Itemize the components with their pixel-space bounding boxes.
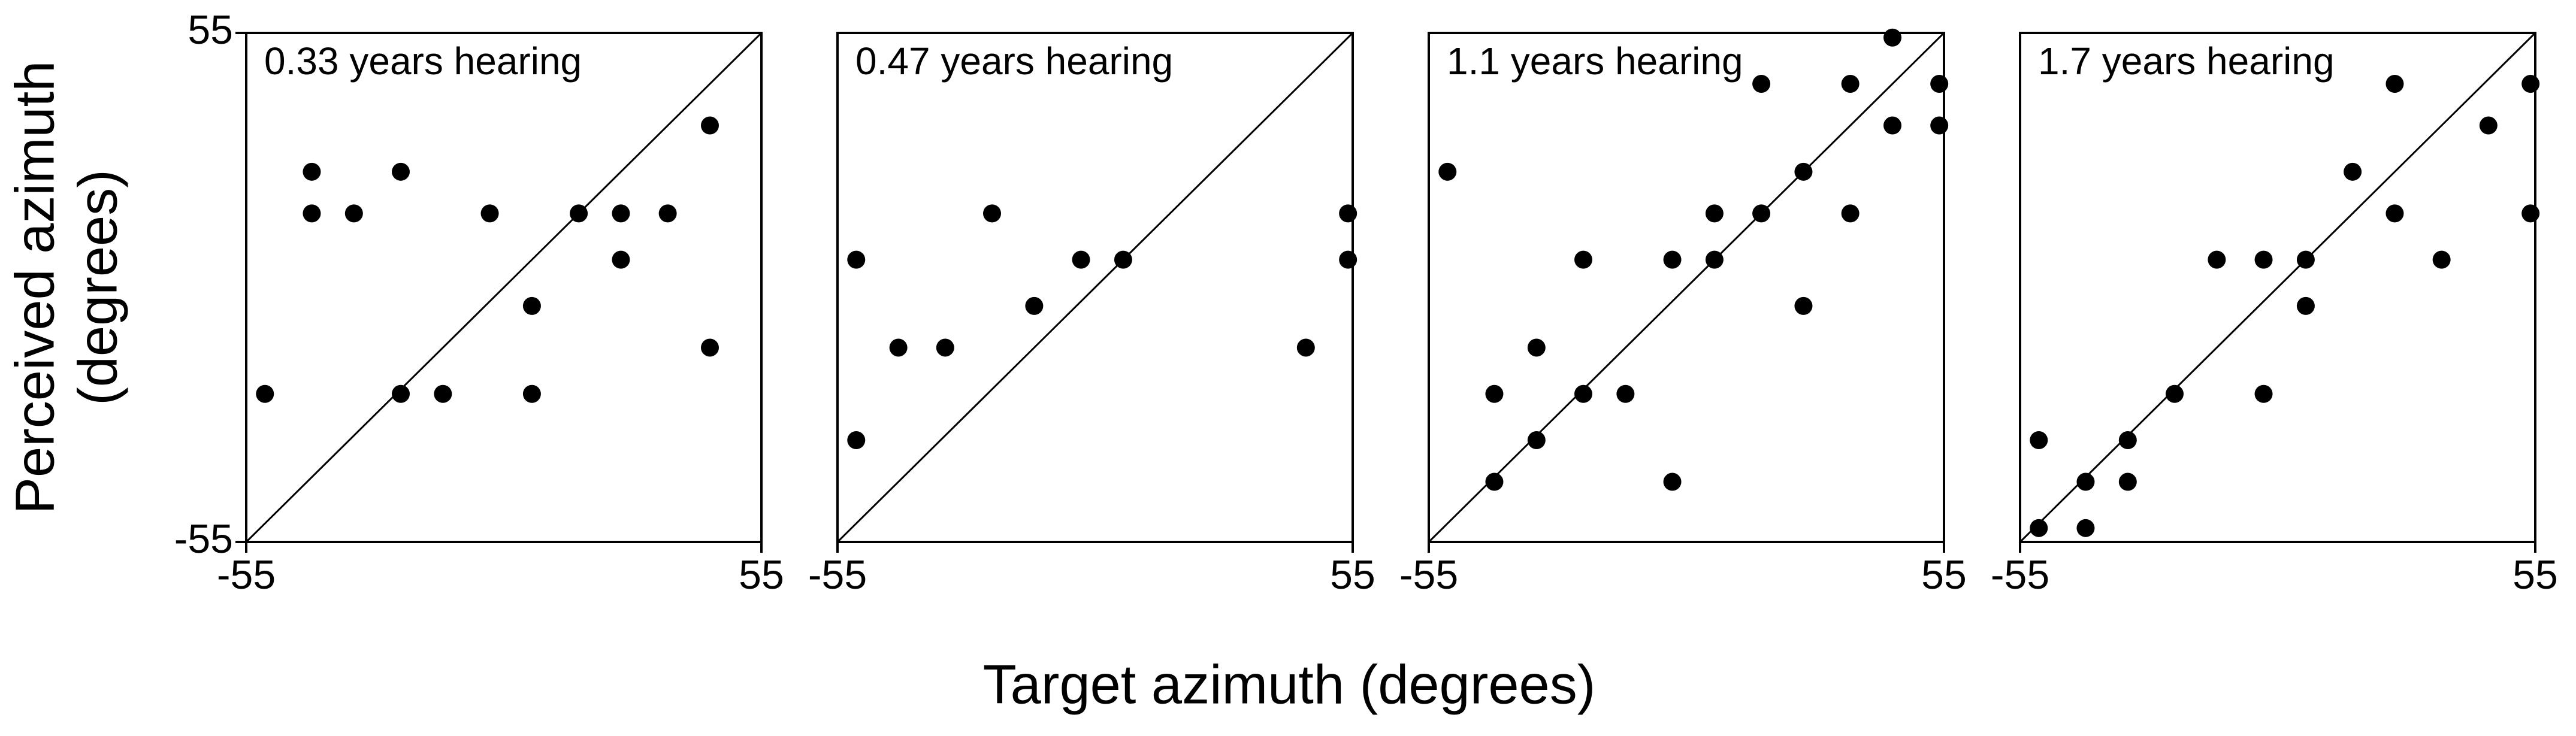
data-point <box>256 384 274 403</box>
y-tick-label: -55 <box>174 516 233 562</box>
data-point <box>1574 250 1592 269</box>
x-tick-label: 55 <box>1921 552 1967 598</box>
data-point <box>701 116 719 135</box>
data-point <box>2296 296 2315 315</box>
identity-line <box>1428 32 1945 543</box>
data-point <box>847 431 866 449</box>
data-point <box>1930 75 1949 93</box>
x-tick-label: -55 <box>808 552 867 598</box>
identity-line <box>245 32 763 543</box>
data-point <box>2432 250 2451 269</box>
data-point <box>570 204 588 223</box>
data-point <box>1527 338 1546 357</box>
data-point <box>522 384 541 403</box>
data-point <box>2076 519 2095 537</box>
y-axis-label-line: Perceived azimuth <box>4 61 65 514</box>
data-point <box>2344 162 2362 181</box>
plot-frame <box>245 32 763 543</box>
data-point <box>2254 250 2273 269</box>
data-point <box>1296 338 1315 357</box>
data-point <box>1574 384 1592 403</box>
x-tick-label: -55 <box>217 552 276 598</box>
x-axis-label: Target azimuth (degrees) <box>983 654 1596 715</box>
y-axis-label-line: (degrees) <box>67 169 128 405</box>
x-tick-label: 55 <box>739 552 784 598</box>
y-tick-label: 55 <box>188 7 233 53</box>
plot-frame <box>836 32 1354 543</box>
data-point <box>612 204 630 223</box>
data-point <box>2521 75 2540 93</box>
data-point <box>2385 75 2404 93</box>
data-point <box>2521 204 2540 223</box>
data-point <box>2030 519 2048 537</box>
data-point <box>1114 250 1132 269</box>
data-point <box>392 162 410 181</box>
data-point <box>1527 431 1546 449</box>
data-point <box>392 384 410 403</box>
data-point <box>2479 116 2498 135</box>
data-point <box>2076 473 2095 491</box>
panel-title: 1.7 years hearing <box>2038 40 2335 83</box>
data-point <box>1485 473 1504 491</box>
panel-title: 1.1 years hearing <box>1447 40 1743 83</box>
data-point <box>480 204 499 223</box>
data-point <box>303 162 321 181</box>
data-point <box>1339 250 1357 269</box>
data-point <box>1883 28 1901 47</box>
data-point <box>1883 116 1901 135</box>
data-point <box>1794 296 1813 315</box>
data-point <box>983 204 1001 223</box>
data-point <box>1616 384 1635 403</box>
data-point <box>2208 250 2226 269</box>
x-tick-label: -55 <box>1399 552 1458 598</box>
data-point <box>1072 250 1090 269</box>
data-point <box>344 204 363 223</box>
data-point <box>936 338 954 357</box>
data-point <box>434 384 452 403</box>
data-point <box>1794 162 1813 181</box>
panel-title: 0.33 years hearing <box>264 40 582 83</box>
data-point <box>1930 116 1949 135</box>
data-point <box>2030 431 2048 449</box>
data-point <box>701 338 719 357</box>
identity-line <box>836 32 1354 543</box>
x-tick-label: 55 <box>1330 552 1375 598</box>
data-point <box>303 204 321 223</box>
x-tick-label: 55 <box>2512 552 2558 598</box>
data-point <box>1841 75 1860 93</box>
data-point <box>1485 384 1504 403</box>
panel-title: 0.47 years hearing <box>855 40 1173 83</box>
data-point <box>522 296 541 315</box>
data-point <box>1025 296 1044 315</box>
data-point <box>2166 384 2184 403</box>
data-point <box>2296 250 2315 269</box>
plot-frame <box>1428 32 1945 543</box>
data-point <box>612 250 630 269</box>
data-point <box>1705 250 1724 269</box>
plot-frame <box>2019 32 2536 543</box>
data-point <box>1663 473 1682 491</box>
data-point <box>1438 162 1457 181</box>
x-tick-label: -55 <box>1991 552 2049 598</box>
data-point <box>1752 75 1771 93</box>
y-axis-label: Perceived azimuth (degrees) <box>4 61 128 514</box>
identity-line <box>2019 32 2536 543</box>
data-point <box>2254 384 2273 403</box>
data-point <box>658 204 677 223</box>
data-point <box>1841 204 1860 223</box>
data-point <box>1752 204 1771 223</box>
data-point <box>1705 204 1724 223</box>
data-point <box>847 250 866 269</box>
data-point <box>2118 431 2137 449</box>
data-point <box>1663 250 1682 269</box>
data-point <box>1339 204 1357 223</box>
data-point <box>889 338 908 357</box>
data-point <box>2118 473 2137 491</box>
data-point <box>2385 204 2404 223</box>
